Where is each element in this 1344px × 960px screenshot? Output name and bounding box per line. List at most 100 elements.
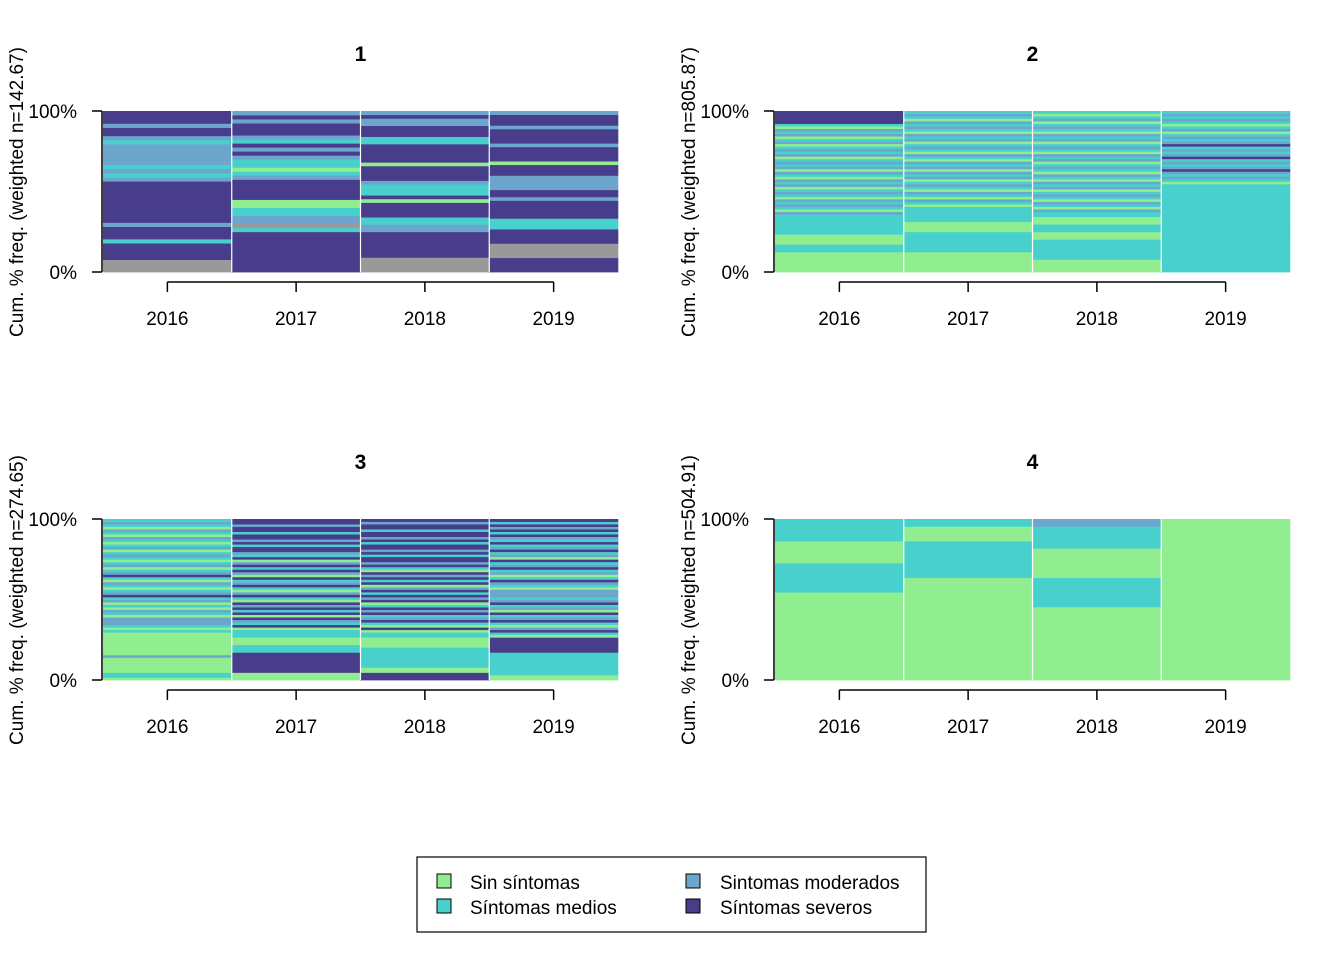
x-tick-label: 2018: [1076, 309, 1118, 330]
bar-segment: [360, 125, 490, 130]
bar-segment: [489, 157, 619, 162]
bar-segment: [360, 581, 490, 585]
bar-segment: [231, 195, 361, 200]
bar-segment: [360, 594, 490, 598]
bar-segment: [775, 246, 905, 250]
bar-segment: [1032, 194, 1162, 197]
bar-segment: [360, 536, 490, 540]
bar-segment: [489, 207, 619, 212]
bar-segment: [231, 639, 361, 643]
bar-segment: [360, 571, 490, 575]
bar-segment: [903, 128, 1033, 132]
bar-segment: [360, 264, 490, 269]
bar-segment: [489, 571, 619, 575]
bar-segment: [360, 136, 490, 141]
bar-segment: [1161, 176, 1291, 180]
bar-segment: [489, 576, 619, 580]
bar-segment: [1161, 577, 1291, 586]
bar-segment: [903, 209, 1033, 213]
bar-segment: [231, 664, 361, 668]
bar-segment: [231, 677, 361, 681]
bar-segment: [1161, 266, 1291, 270]
bar-segment: [1161, 239, 1291, 243]
bar-segment: [360, 589, 490, 593]
bar-segment: [360, 544, 490, 548]
bar-segment: [1161, 146, 1291, 150]
bar-segment: [489, 581, 619, 585]
bar-segment: [231, 155, 361, 160]
bar-segment: [360, 667, 490, 671]
bar-segment: [231, 167, 361, 172]
bar-segment: [775, 621, 905, 630]
bar-segment: [775, 533, 905, 542]
bar-segment: [775, 584, 905, 593]
bar-segment: [903, 628, 1033, 637]
bar-segment: [775, 570, 905, 578]
bar-segment: [360, 674, 490, 678]
bar-segment: [1161, 116, 1291, 119]
bar-segment: [775, 118, 905, 122]
bar-segment: [489, 639, 619, 643]
bar-segment: [903, 178, 1033, 182]
bar-segment: [1161, 163, 1291, 167]
bar-segment: [489, 261, 619, 266]
bar-segment: [360, 165, 490, 170]
bar-segment: [231, 131, 361, 136]
bar-segment: [1161, 136, 1291, 140]
bar-segment: [360, 257, 490, 262]
bar-segment: [775, 244, 905, 248]
bar-segment: [103, 654, 233, 658]
bar-segment: [360, 604, 490, 608]
bar-segment: [1161, 643, 1291, 652]
bar-segment: [489, 619, 619, 623]
bar-segment: [489, 186, 619, 191]
bar-segment: [103, 649, 233, 653]
bar-segment: [231, 519, 361, 522]
bar-segment: [775, 540, 905, 549]
bar-segment: [1161, 196, 1291, 200]
bar-segment: [360, 632, 490, 636]
bar-segment: [231, 123, 361, 128]
bar-segment: [489, 143, 619, 148]
y-tick-label: 0%: [50, 263, 78, 284]
bar-segment: [360, 659, 490, 663]
bar-segment: [231, 624, 361, 628]
bar-segment: [775, 166, 905, 170]
bar-segment: [775, 251, 905, 255]
bar-segment: [489, 232, 619, 237]
bar-segment: [1161, 158, 1291, 162]
panel-title: 3: [355, 451, 367, 474]
bar-segment: [231, 589, 361, 593]
bar-segment: [1032, 148, 1162, 152]
bar-segment: [903, 526, 1033, 535]
bar-segment: [231, 614, 361, 618]
bar-segment: [903, 138, 1033, 142]
bar-segment: [489, 546, 619, 550]
bar-segment: [231, 634, 361, 638]
bar-segment: [489, 200, 619, 205]
bar-segment: [360, 556, 490, 560]
bar-segment: [489, 236, 619, 241]
y-axis-label: Cum. % freq. (weighted n=142.67): [7, 47, 28, 337]
bar-segment: [103, 201, 233, 207]
bar-segment: [1032, 138, 1162, 142]
bar-segment: [103, 526, 233, 530]
bar-segment: [103, 259, 233, 265]
bar-segment: [903, 650, 1033, 659]
bar-segment: [360, 649, 490, 653]
bar-segment: [1032, 592, 1162, 600]
bar-segment: [360, 206, 490, 211]
bar-segment: [103, 634, 233, 638]
bar-segment: [103, 234, 233, 240]
bar-segment: [775, 241, 905, 245]
bar-segment: [903, 269, 1033, 273]
bar-segment: [775, 178, 905, 182]
bar-segment: [1161, 562, 1291, 571]
bar-segment: [231, 239, 361, 245]
x-tick-label: 2018: [404, 309, 446, 330]
bar-segment: [489, 171, 619, 176]
bar-segment: [231, 175, 361, 180]
bar-segment: [775, 111, 905, 114]
bar-segment: [1161, 621, 1291, 630]
bar-segment: [1161, 186, 1291, 190]
